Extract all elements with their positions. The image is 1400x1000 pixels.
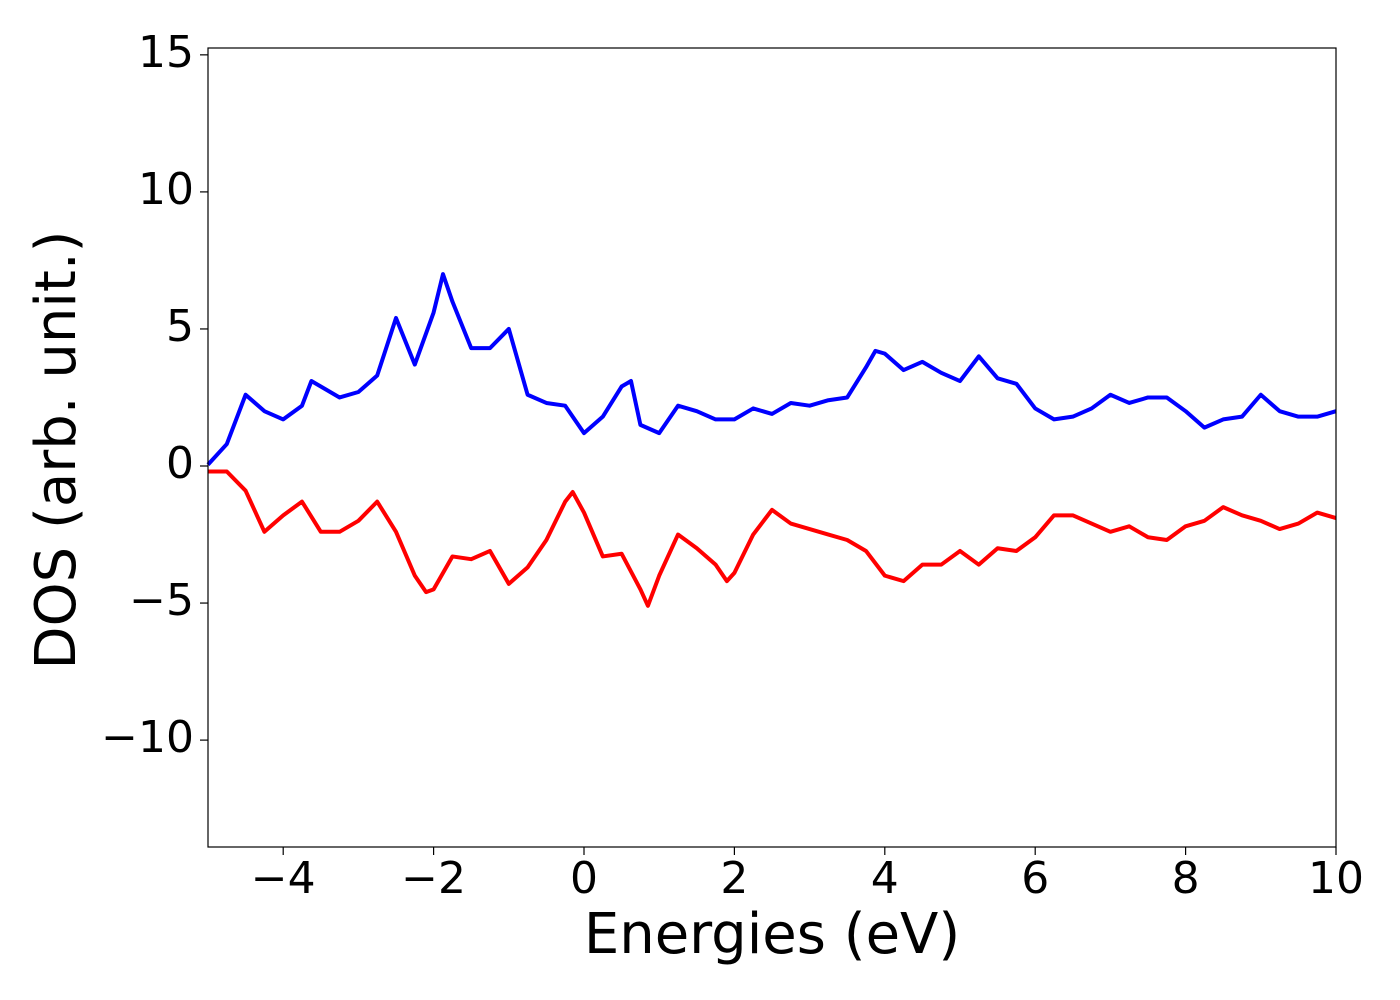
x-tick-label: 0 (570, 853, 598, 904)
x-tick-label: 6 (1021, 853, 1049, 904)
x-tick-label: 10 (1308, 853, 1364, 904)
x-tick-label: 4 (871, 853, 899, 904)
x-tick-label: −4 (251, 853, 316, 904)
y-tick-label: 10 (138, 164, 194, 215)
x-tick-label: 8 (1172, 853, 1200, 904)
series-line (206, 272, 1337, 466)
y-tick-label: −10 (101, 712, 194, 763)
x-tick-label: 2 (720, 853, 748, 904)
x-axis-label: Energies (eV) (584, 902, 960, 967)
y-tick-label: 15 (138, 27, 194, 78)
plot-frame (207, 47, 1337, 848)
y-axis-label: DOS (arb. unit.) (24, 230, 89, 669)
y-tick-label: 0 (166, 438, 194, 489)
series-line (208, 469, 1337, 608)
x-tick-label: −2 (401, 853, 466, 904)
y-tick-label: 5 (166, 301, 194, 352)
y-tick-label: −5 (129, 575, 194, 626)
